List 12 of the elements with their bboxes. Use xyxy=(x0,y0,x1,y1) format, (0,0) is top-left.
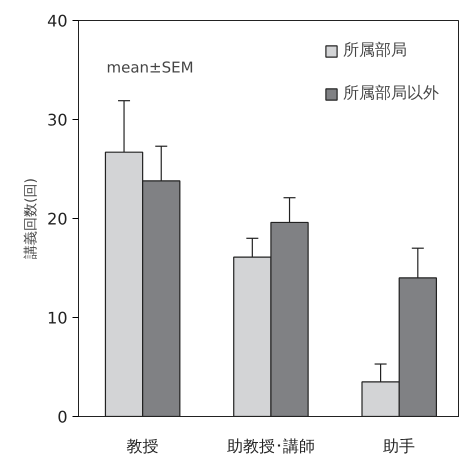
annotation: mean±SEM xyxy=(106,58,194,76)
x-tick-label: 助手 xyxy=(383,436,416,456)
legend-label: 所属部局以外 xyxy=(343,83,439,104)
legend-label: 所属部局 xyxy=(343,40,407,61)
x-tick-label: 助教授･講師 xyxy=(226,436,315,456)
y-tick-label: 0 xyxy=(57,408,68,426)
x-tick-label: 教授 xyxy=(126,436,159,456)
y-axis-title: 講義回数(回) xyxy=(23,178,40,259)
y-tick-label: 30 xyxy=(47,110,68,130)
y-tick-label: 10 xyxy=(47,308,68,328)
y-tick-label: 40 xyxy=(47,12,68,30)
y-tick-label: 20 xyxy=(47,210,68,228)
